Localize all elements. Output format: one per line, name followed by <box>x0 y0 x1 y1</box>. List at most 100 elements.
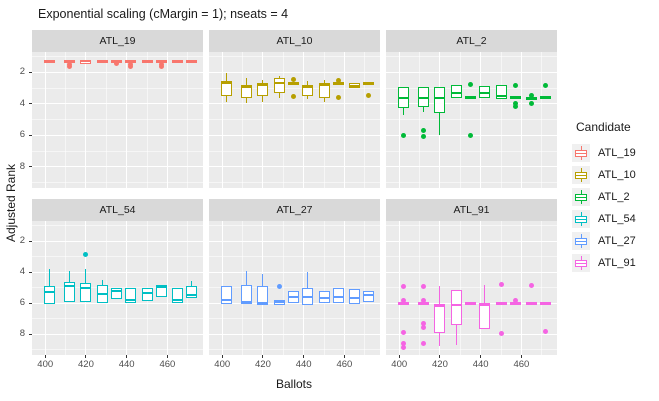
outlier-point <box>400 330 406 336</box>
boxplot-median-dash <box>397 301 409 305</box>
y-tick-label: 6 <box>19 297 25 309</box>
y-tick-label: 8 <box>19 328 25 340</box>
outlier-point <box>421 320 427 326</box>
gridline-minor-y <box>209 87 380 89</box>
gridline-minor-y <box>209 119 380 121</box>
boxplot-box <box>155 284 167 297</box>
boxplot-whisker <box>323 97 325 102</box>
gridline-major-y <box>209 134 380 136</box>
gridline-minor-y <box>209 56 380 58</box>
boxplot-whisker <box>225 96 227 102</box>
outlier-point <box>366 92 372 98</box>
gridline-minor-x <box>500 221 502 355</box>
x-axis-tick <box>520 355 522 358</box>
y-tick-label: 2 <box>19 66 25 78</box>
x-axis-tick <box>480 355 482 358</box>
boxplot-median <box>479 91 491 94</box>
gridline-major-y <box>32 134 203 136</box>
gridline-major-x <box>166 221 168 355</box>
gridline-minor-x <box>541 52 543 188</box>
gridline-minor-y <box>32 87 203 89</box>
gridline-major-y <box>386 166 557 168</box>
outlier-point <box>290 93 296 99</box>
facet-panel-ATL_27 <box>209 221 380 355</box>
legend-key-median <box>576 174 586 176</box>
legend-entry: ATL_10 <box>570 164 658 186</box>
facet-panel-ATL_54 <box>32 221 203 355</box>
boxplot-median <box>495 95 507 98</box>
gridline-minor-x <box>187 52 189 188</box>
boxplot-box <box>257 83 269 96</box>
outlier-point <box>512 298 518 304</box>
boxplot-whisker <box>278 92 280 98</box>
plot-title: Exponential scaling (cMargin = 1); nseat… <box>38 7 289 21</box>
boxplot-whisker <box>323 80 325 84</box>
legend-key-median <box>576 240 586 242</box>
gridline-minor-y <box>209 318 380 320</box>
gridline-minor-x <box>541 221 543 355</box>
gridline-major-y <box>32 240 203 242</box>
boxplot-box <box>302 85 314 97</box>
facet-strip: ATL_19 <box>32 30 203 52</box>
outlier-point <box>400 298 406 304</box>
gridline-major-y <box>32 71 203 73</box>
boxplot-median <box>273 301 285 304</box>
outlier-point <box>421 340 427 346</box>
boxplot-median <box>43 291 55 294</box>
boxplot-box <box>450 289 462 325</box>
x-axis-tick <box>166 355 168 358</box>
boxplot-median-dash <box>495 301 507 305</box>
gridline-major-y <box>386 271 557 273</box>
gridline-major-x <box>398 221 400 355</box>
boxplot-whisker <box>307 96 309 100</box>
outlier-point <box>335 77 341 83</box>
boxplot-whisker <box>191 281 193 287</box>
gridline-minor-y <box>386 318 557 320</box>
boxplot-box <box>495 85 507 100</box>
outlier-point <box>421 128 427 134</box>
boxplot-whisker <box>402 107 404 115</box>
gridline-major-y <box>209 271 380 273</box>
boxplot-whisker <box>423 107 425 112</box>
boxplot-median <box>450 91 462 94</box>
boxplot-median-dash <box>141 59 153 63</box>
gridline-major-y <box>209 71 380 73</box>
y-axis-tick <box>29 103 32 105</box>
gridline-major-y <box>32 166 203 168</box>
boxplot-median <box>302 295 314 298</box>
gridline-major-y <box>32 103 203 105</box>
boxplot-median-dash <box>96 59 108 63</box>
legend-label: ATL_27 <box>598 234 636 247</box>
boxplot-box <box>43 286 55 304</box>
boxplot-box <box>220 286 232 304</box>
boxplot-whisker <box>484 284 486 304</box>
gridline-minor-x <box>242 52 244 188</box>
facet-strip: ATL_10 <box>209 30 380 52</box>
facet-panel-ATL_19 <box>32 52 203 188</box>
boxplot-whisker <box>262 273 264 287</box>
gridline-major-x <box>398 52 400 188</box>
boxplot-median-dash <box>464 96 476 100</box>
gridline-major-x <box>343 52 345 188</box>
gridline-minor-y <box>386 119 557 121</box>
outlier-point <box>421 324 427 330</box>
gridline-major-x <box>44 52 46 188</box>
boxplot-median <box>155 285 167 288</box>
boxplot-median-dash <box>509 96 521 100</box>
outlier-point <box>543 329 549 335</box>
boxplot-median-dash <box>332 81 344 85</box>
legend-key <box>572 166 590 184</box>
boxplot-median <box>186 293 198 296</box>
boxplot-box <box>241 85 253 98</box>
gridline-major-y <box>32 302 203 304</box>
boxplot-whisker <box>246 77 248 85</box>
boxplot-median <box>241 300 253 303</box>
outlier-point <box>529 92 535 98</box>
gridline-minor-x <box>419 221 421 355</box>
boxplot-box <box>318 83 330 98</box>
gridline-minor-x <box>282 52 284 188</box>
y-axis-tick <box>29 240 32 242</box>
gridline-minor-y <box>386 181 557 183</box>
x-tick-label: 400 <box>214 359 231 370</box>
boxplot-median <box>318 84 330 87</box>
